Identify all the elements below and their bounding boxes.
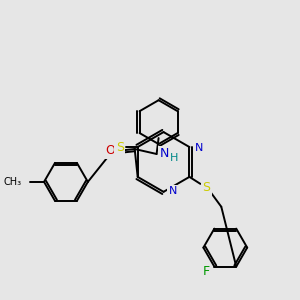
Text: N: N [160,148,169,160]
Text: S: S [202,181,210,194]
Text: O: O [105,145,115,158]
Text: F: F [203,265,210,278]
Text: S: S [116,140,124,154]
Text: CH₃: CH₃ [4,177,22,187]
Text: N: N [194,143,203,153]
Text: H: H [169,153,178,163]
Text: N: N [169,186,177,196]
